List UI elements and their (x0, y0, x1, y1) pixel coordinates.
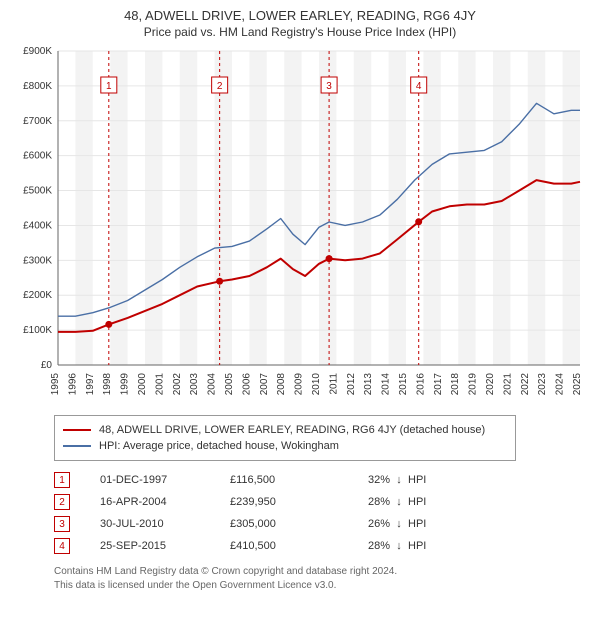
svg-text:2019: 2019 (468, 373, 479, 396)
down-arrow-icon: ↓ (390, 474, 408, 486)
svg-text:2018: 2018 (450, 373, 461, 396)
svg-text:£200K: £200K (23, 290, 52, 301)
down-arrow-icon: ↓ (390, 518, 408, 530)
sale-hpi-label: HPI (408, 540, 448, 552)
sale-row: 2 16-APR-2004£239,95028%↓HPI (54, 491, 590, 513)
svg-text:2013: 2013 (363, 373, 374, 396)
svg-text:2004: 2004 (207, 373, 218, 396)
svg-text:4: 4 (416, 81, 422, 92)
svg-text:2005: 2005 (224, 373, 235, 396)
sale-badge: 3 (54, 516, 70, 532)
sale-hpi-label: HPI (408, 474, 448, 486)
svg-text:£600K: £600K (23, 151, 52, 162)
sale-pct: 28% (330, 540, 390, 552)
sale-pct: 28% (330, 496, 390, 508)
svg-text:1: 1 (106, 81, 112, 92)
chart-subtitle: Price paid vs. HM Land Registry's House … (10, 25, 590, 39)
footer-line-1: Contains HM Land Registry data © Crown c… (54, 565, 590, 579)
sale-badge: 4 (54, 538, 70, 554)
svg-text:2001: 2001 (154, 373, 165, 396)
svg-text:2022: 2022 (520, 373, 531, 396)
line-chart: £0 £100K £200K £300K £400K £500K £600K £700K £80… (10, 45, 590, 405)
sale-badge: 2 (54, 494, 70, 510)
svg-text:£900K: £900K (23, 46, 52, 57)
sale-hpi-label: HPI (408, 496, 448, 508)
legend-item-property: 48, ADWELL DRIVE, LOWER EARLEY, READING,… (63, 422, 507, 438)
legend-label-property: 48, ADWELL DRIVE, LOWER EARLEY, READING,… (99, 424, 485, 436)
legend-swatch-property (63, 429, 91, 431)
svg-text:£300K: £300K (23, 255, 52, 266)
svg-text:2023: 2023 (537, 373, 548, 396)
svg-text:2002: 2002 (172, 373, 183, 396)
sales-table: 101-DEC-1997£116,50032%↓HPI216-APR-2004£… (54, 469, 590, 557)
sale-date: 01-DEC-1997 (100, 474, 230, 486)
svg-text:£100K: £100K (23, 325, 52, 336)
svg-text:1998: 1998 (102, 373, 113, 396)
svg-text:2008: 2008 (276, 373, 287, 396)
sale-pct: 32% (330, 474, 390, 486)
footer-line-2: This data is licensed under the Open Gov… (54, 579, 590, 593)
legend-item-hpi: HPI: Average price, detached house, Woki… (63, 438, 507, 454)
svg-text:£500K: £500K (23, 186, 52, 197)
svg-text:2011: 2011 (328, 373, 339, 395)
svg-text:1996: 1996 (67, 373, 78, 396)
sale-price: £239,950 (230, 496, 330, 508)
svg-text:2016: 2016 (415, 373, 426, 396)
chart-svg: £0 £100K £200K £300K £400K £500K £600K £700K £80… (10, 45, 590, 405)
svg-text:2025: 2025 (572, 373, 583, 396)
svg-text:2007: 2007 (259, 373, 270, 396)
sale-badge: 1 (54, 472, 70, 488)
svg-text:2021: 2021 (502, 373, 513, 396)
sale-date: 25-SEP-2015 (100, 540, 230, 552)
svg-text:3: 3 (326, 81, 332, 92)
legend-label-hpi: HPI: Average price, detached house, Woki… (99, 440, 339, 452)
sale-date: 16-APR-2004 (100, 496, 230, 508)
svg-text:1997: 1997 (85, 373, 96, 396)
down-arrow-icon: ↓ (390, 496, 408, 508)
svg-text:2017: 2017 (433, 373, 444, 396)
svg-text:2003: 2003 (189, 373, 200, 396)
legend: 48, ADWELL DRIVE, LOWER EARLEY, READING,… (54, 415, 516, 461)
svg-text:2020: 2020 (485, 373, 496, 396)
svg-text:2015: 2015 (398, 373, 409, 396)
svg-text:£800K: £800K (23, 81, 52, 92)
sale-row: 1 01-DEC-1997£116,50032%↓HPI (54, 469, 590, 491)
sale-price: £305,000 (230, 518, 330, 530)
svg-text:2012: 2012 (346, 373, 357, 396)
sale-row: 3 30-JUL-2010£305,00026%↓HPI (54, 513, 590, 535)
down-arrow-icon: ↓ (390, 540, 408, 552)
sale-hpi-label: HPI (408, 518, 448, 530)
svg-text:2009: 2009 (294, 373, 305, 396)
sale-date: 30-JUL-2010 (100, 518, 230, 530)
svg-text:2006: 2006 (241, 373, 252, 396)
svg-text:2024: 2024 (555, 373, 566, 396)
sale-pct: 26% (330, 518, 390, 530)
chart-title: 48, ADWELL DRIVE, LOWER EARLEY, READING,… (10, 8, 590, 23)
svg-text:1999: 1999 (120, 373, 131, 396)
chart-container: 48, ADWELL DRIVE, LOWER EARLEY, READING,… (0, 0, 600, 598)
svg-text:2010: 2010 (311, 373, 322, 396)
sale-price: £410,500 (230, 540, 330, 552)
svg-text:£400K: £400K (23, 220, 52, 231)
legend-swatch-hpi (63, 445, 91, 447)
svg-text:2: 2 (217, 81, 223, 92)
sale-row: 4 25-SEP-2015£410,50028%↓HPI (54, 535, 590, 557)
footer: Contains HM Land Registry data © Crown c… (54, 565, 590, 592)
svg-text:1995: 1995 (50, 373, 61, 396)
sale-price: £116,500 (230, 474, 330, 486)
svg-text:2000: 2000 (137, 373, 148, 396)
svg-text:2014: 2014 (381, 373, 392, 396)
svg-text:£0: £0 (41, 360, 53, 371)
svg-text:£700K: £700K (23, 116, 52, 127)
